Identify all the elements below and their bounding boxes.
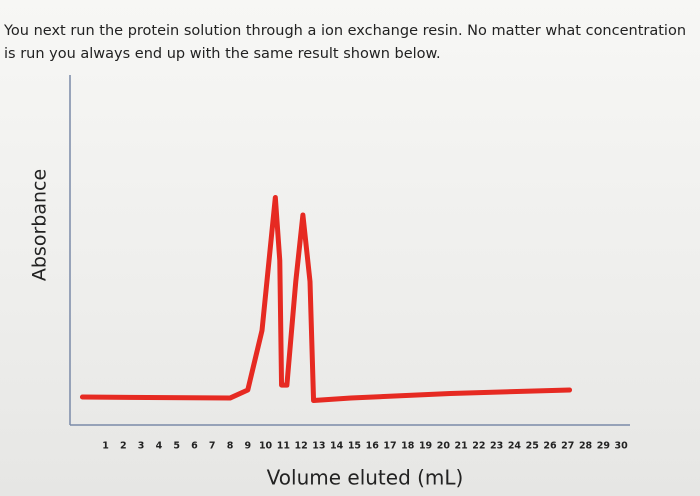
x-axis-label: Volume eluted (mL) — [267, 466, 464, 490]
x-tick-label: 10 — [259, 441, 273, 452]
data-line — [79, 195, 573, 403]
x-tick-label: 14 — [330, 441, 344, 452]
x-tick-label: 15 — [348, 441, 361, 452]
x-tick-label: 6 — [191, 441, 198, 452]
x-tick-label: 12 — [294, 441, 307, 452]
x-tick-label: 11 — [277, 441, 290, 452]
x-tick-label: 5 — [173, 441, 180, 452]
x-tick-label: 9 — [244, 441, 251, 452]
y-axis-label: Absorbance — [29, 169, 51, 281]
x-tick-label: 1 — [102, 441, 109, 452]
x-tick-label: 2 — [120, 441, 127, 452]
question-text: You next run the protein solution throug… — [4, 23, 687, 62]
x-tick-label: 30 — [614, 441, 628, 452]
x-tick-label: 16 — [366, 441, 380, 452]
x-tick-label: 17 — [383, 441, 396, 452]
x-tick-label: 19 — [419, 441, 432, 452]
x-tick-label: 13 — [312, 441, 325, 452]
x-tick-label: 27 — [561, 441, 574, 452]
x-tick-label: 18 — [401, 441, 415, 452]
x-tick-label: 24 — [508, 441, 522, 452]
x-tick-label: 28 — [579, 441, 593, 452]
x-tick-label: 3 — [138, 441, 145, 452]
x-tick-label: 29 — [597, 441, 610, 452]
x-tick-label: 4 — [156, 441, 163, 452]
x-tick-label: 20 — [437, 441, 451, 452]
x-tick-label: 23 — [490, 441, 503, 452]
x-tick-label: 7 — [209, 441, 216, 452]
x-tick-label: 25 — [526, 441, 539, 452]
x-tick-label: 21 — [454, 441, 467, 452]
x-tick-label: 8 — [227, 441, 234, 452]
x-tick-label: 22 — [472, 441, 485, 452]
x-tick-label: 26 — [543, 441, 557, 452]
